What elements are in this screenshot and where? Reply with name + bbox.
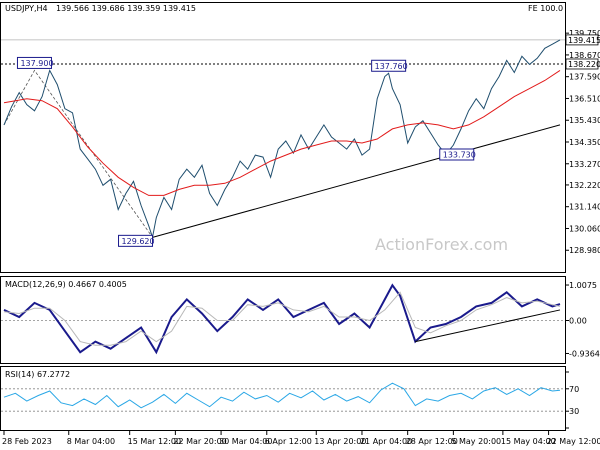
moving-average-line	[3, 69, 561, 196]
rsi-ytick-label: 70	[569, 385, 579, 394]
axis-price-box	[565, 58, 599, 70]
price-pane-border	[0, 2, 566, 273]
price-annotation-box	[16, 56, 52, 69]
price-annotation-box	[439, 148, 475, 161]
price-annotation-label: 137.900	[20, 59, 53, 68]
price-annotation-label: 133.730	[443, 150, 476, 159]
macd-trendline	[415, 309, 561, 343]
axis-price-label: 139.415	[568, 36, 600, 45]
x-tick-label: 22 May 12:00	[547, 437, 600, 446]
x-tick-label: 21 Apr 04:00	[360, 437, 412, 446]
macd-ytick-label: 0.00	[569, 317, 587, 326]
price-annotation-box	[371, 59, 407, 72]
price-ytick-label: 131.140	[569, 203, 600, 212]
x-tick-label: 28 Feb 2023	[2, 437, 52, 446]
price-annotation-label: 137.760	[375, 62, 408, 71]
macd-ytick-label: -0.9364	[569, 349, 600, 358]
price-ytick-label: 134.350	[569, 138, 600, 147]
price-ytick-label: 136.510	[569, 94, 600, 103]
price-annotation-label: 129.620	[122, 237, 155, 246]
fe-projection-line	[3, 69, 153, 238]
price-ytick-label: 133.270	[569, 160, 600, 169]
price-ytick-label: 139.750	[569, 29, 600, 38]
x-tick-label: 28 Apr 12:00	[406, 437, 458, 446]
chart-symbol-label: USDJPY,H4	[5, 4, 48, 13]
watermark: ActionForex.com	[375, 235, 508, 254]
x-tick-label: 13 Apr 20:00	[314, 437, 366, 446]
x-tick-label: 30 Mar 04:00	[219, 437, 272, 446]
rsi-pane-border	[0, 366, 566, 431]
axis-price-label: 138.220	[568, 60, 600, 69]
price-trendline	[152, 124, 561, 238]
fe-level-label: FE 100.0	[528, 4, 563, 13]
x-tick-label: 5 May 20:00	[451, 437, 501, 446]
macd-pane-border	[0, 276, 566, 364]
macd-ytick-label: 1.0075	[569, 281, 597, 290]
macd-signal-line	[3, 291, 561, 346]
macd-pane: 1.0075 0.00 -0.9364	[1, 281, 600, 358]
price-ytick-label: 138.670	[569, 51, 600, 60]
price-ytick-label: 132.220	[569, 181, 600, 190]
price-ytick-label: 130.060	[569, 224, 600, 233]
chart-ohlc-label: 139.566 139.686 139.359 139.415	[56, 4, 196, 13]
price-ytick-label: 128.980	[569, 246, 600, 255]
macd-main-line	[3, 283, 561, 355]
rsi-line	[3, 382, 561, 409]
price-pane: 139.750 138.670 137.590 136.510 135.430 134.3…	[1, 29, 600, 255]
x-tick-label: 15 Mar 12:00	[128, 437, 181, 446]
rsi-header-label: RSI(14) 67.2772	[5, 370, 70, 379]
price-ytick-label: 135.430	[569, 116, 600, 125]
price-annotation-box	[118, 234, 154, 247]
price-ytick-label: 137.590	[569, 73, 600, 82]
rsi-ytick-label: 30	[569, 407, 579, 416]
x-tick-label: 6 Apr 12:00	[265, 437, 312, 446]
macd-header-label: MACD(12,26,9) 0.4667 0.4005	[5, 280, 127, 289]
x-tick-label: 22 Mar 20:00	[173, 437, 226, 446]
price-line	[3, 39, 561, 240]
x-tick-label: 8 Mar 04:00	[67, 437, 115, 446]
rsi-pane: 70 30	[1, 371, 579, 429]
axis-price-box	[565, 34, 599, 46]
x-tick-label: 15 May 04:00	[501, 437, 556, 446]
